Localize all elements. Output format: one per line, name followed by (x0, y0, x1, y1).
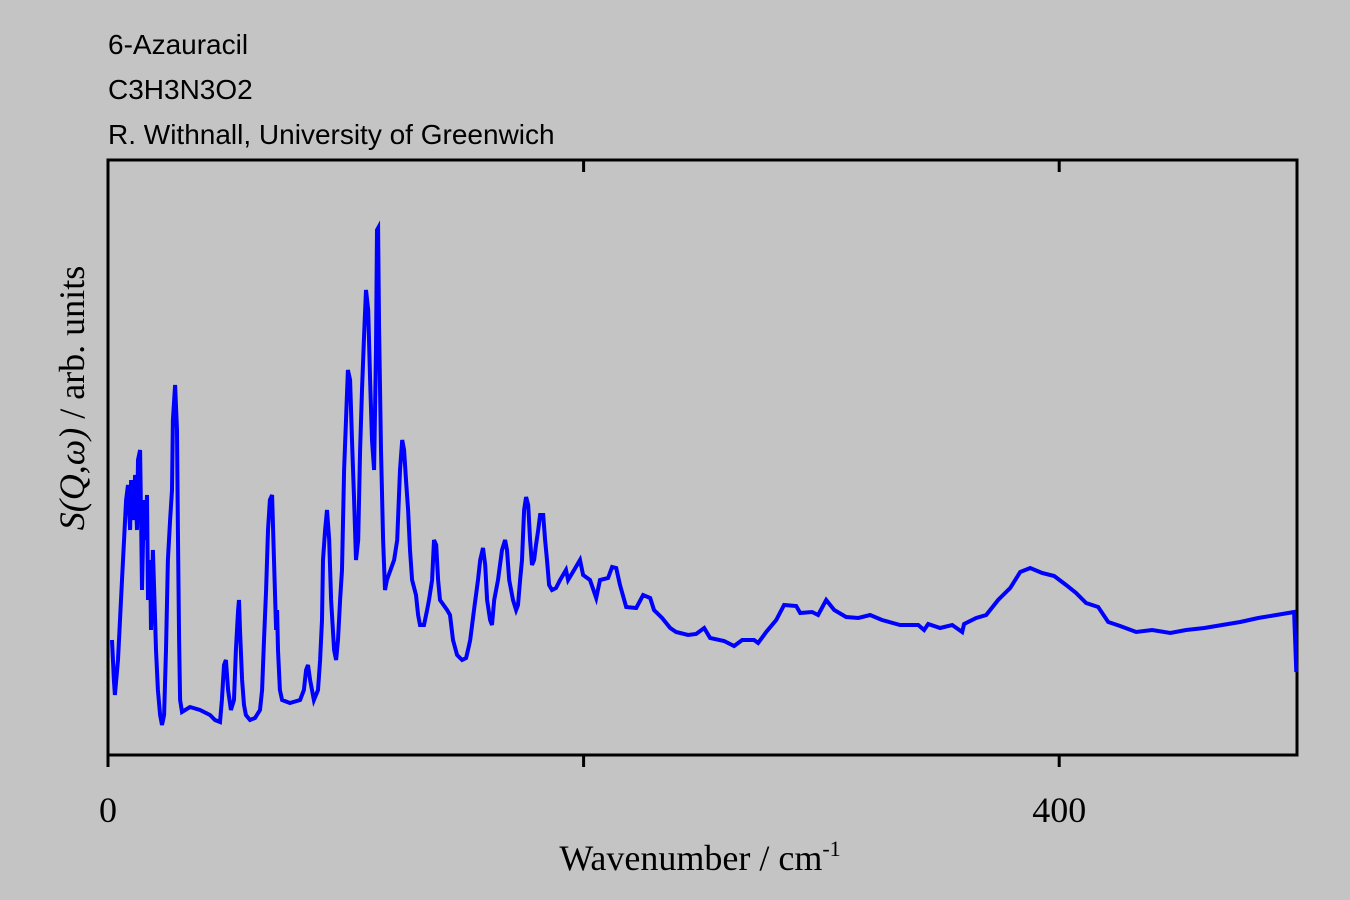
x-axis-label: Wavenumber / cm-1 (559, 836, 840, 878)
compound-name: 6-Azauracil (108, 29, 249, 60)
compound-formula: C3H3N3O2 (108, 74, 253, 105)
author-credit: R. Withnall, University of Greenwich (108, 119, 555, 150)
x-tick-label: 400 (1032, 790, 1086, 830)
y-axis-label: S(Q,ω) / arb. units (52, 266, 92, 530)
x-tick-label: 0 (99, 790, 117, 830)
plot-frame (106, 158, 1299, 757)
spectrum-line (110, 220, 1299, 726)
